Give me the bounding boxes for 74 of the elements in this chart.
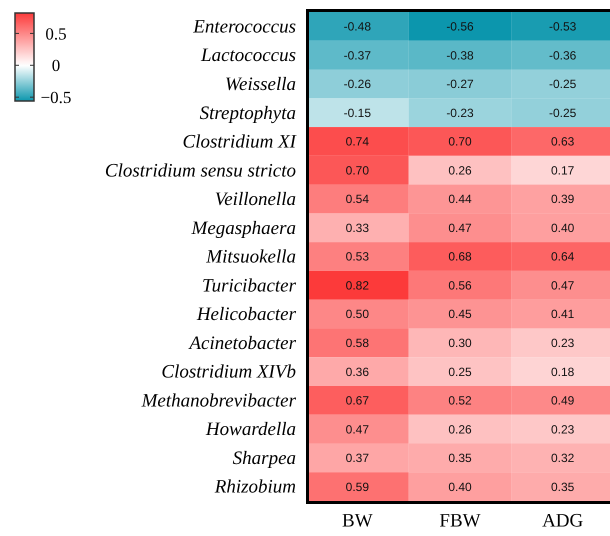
data-label: 0.47	[550, 278, 575, 292]
y-tick-label: Rhizobium	[214, 476, 296, 498]
y-tick-label: Sharpea	[232, 448, 296, 469]
data-label: -0.53	[548, 20, 577, 34]
data-label: -0.48	[344, 20, 372, 34]
data-label: -0.37	[344, 48, 372, 62]
y-tick-label: Veillonella	[214, 189, 296, 210]
data-label: 0.70	[346, 163, 370, 178]
data-label: 0.68	[448, 250, 472, 264]
data-label: 0.82	[346, 278, 370, 292]
data-label: -0.56	[446, 20, 474, 34]
y-tick-label: Turicibacter	[202, 275, 297, 296]
y-tick-label: Megasphaera	[190, 218, 296, 239]
data-label: 0.47	[346, 422, 370, 436]
x-tick-label: ADG	[542, 510, 584, 532]
data-label: 0.54	[346, 192, 370, 206]
data-label: 0.41	[550, 307, 575, 322]
data-label: 0.56	[448, 278, 472, 292]
y-tick-label: Weissella	[224, 74, 296, 95]
data-label: 0.26	[448, 422, 472, 436]
data-label: 0.64	[550, 250, 575, 264]
data-label: 0.45	[448, 307, 472, 322]
data-label: 0.63	[550, 134, 575, 149]
data-label: 0.35	[448, 451, 472, 466]
x-tick-label: BW	[342, 510, 373, 532]
data-label: -0.38	[446, 48, 474, 62]
data-label: 0.53	[346, 250, 370, 264]
y-tick-label: Lactococcus	[200, 45, 296, 66]
data-label: 0.59	[346, 480, 370, 494]
data-label: -0.23	[446, 106, 474, 120]
data-label: 0.30	[448, 336, 472, 350]
data-label: 0.47	[448, 220, 472, 235]
data-label: 0.67	[346, 394, 370, 408]
data-label: 0.17	[550, 163, 575, 178]
y-tick-label: Enterococcus	[192, 16, 296, 38]
data-label: 0.50	[346, 307, 370, 322]
y-tick-label: Clostridium XI	[182, 132, 298, 153]
data-label: -0.26	[344, 77, 372, 92]
data-label: 0.40	[448, 480, 472, 494]
color-bar-label: −0.5	[40, 88, 72, 108]
data-label: 0.74	[346, 134, 370, 149]
data-label: -0.36	[548, 48, 577, 62]
data-label: 0.44	[448, 192, 472, 206]
data-label: -0.27	[446, 77, 474, 92]
data-label: 0.23	[550, 422, 575, 436]
data-label: 0.39	[550, 192, 575, 206]
data-label: 0.23	[550, 336, 575, 350]
data-label: 0.18	[550, 364, 575, 379]
x-tick-label: FBW	[439, 510, 481, 532]
y-tick-label: Clostridium XIVb	[161, 362, 296, 383]
y-tick-label: Methanobrevibacter	[140, 390, 297, 412]
data-label: 0.35	[550, 480, 575, 494]
data-label: 0.58	[346, 336, 370, 350]
y-tick-label: Acinetobacter	[187, 332, 297, 354]
y-tick-label: Mitsuokella	[205, 246, 296, 268]
y-tick-label: Helicobacter	[196, 304, 297, 326]
data-label: 0.70	[448, 134, 472, 149]
y-tick-label: Howardella	[204, 419, 296, 440]
y-tick-label: Clostridium sensu stricto	[104, 160, 296, 182]
data-label: 0.37	[346, 451, 370, 466]
data-label: 0.36	[346, 364, 370, 379]
data-label: -0.25	[548, 106, 577, 120]
color-bar-label: 0.5	[45, 24, 67, 44]
data-label: 0.52	[448, 394, 472, 408]
data-label: 0.40	[550, 220, 575, 235]
data-label: -0.15	[344, 106, 372, 120]
data-label: 0.25	[448, 364, 472, 379]
color-bar-label: 0	[52, 56, 60, 76]
data-label: -0.25	[548, 77, 577, 92]
data-label: 0.49	[550, 394, 575, 408]
data-label: 0.26	[448, 163, 472, 178]
y-tick-label: Streptophyta	[200, 102, 296, 124]
data-label: 0.33	[346, 220, 370, 235]
data-label: 0.32	[550, 451, 575, 466]
